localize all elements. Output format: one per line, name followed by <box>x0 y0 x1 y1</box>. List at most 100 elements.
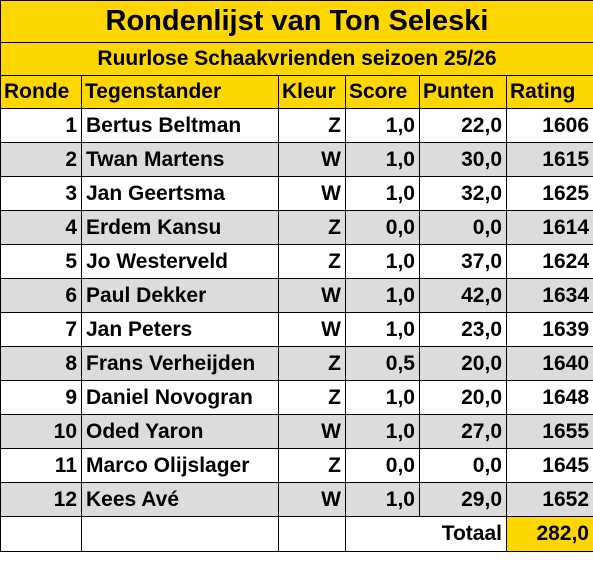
table-row: 7 Jan Peters W 1,0 23,0 1639 <box>0 312 593 347</box>
cell-score: 1,0 <box>345 176 420 211</box>
table-row: 4 Erdem Kansu Z 0,0 0,0 1614 <box>0 210 593 245</box>
cell-ronde: 11 <box>0 448 82 483</box>
cell-ronde: 10 <box>0 414 82 449</box>
cell-tegenstander: Jo Westerveld <box>81 244 279 279</box>
cell-ronde: 6 <box>0 278 82 313</box>
cell-kleur: W <box>278 482 346 517</box>
cell-tegenstander: Paul Dekker <box>81 278 279 313</box>
cell-kleur: Z <box>278 448 346 483</box>
table-row: 9 Daniel Novogran Z 1,0 20,0 1648 <box>0 380 593 415</box>
table-body: 1 Bertus Beltman Z 1,0 22,0 1606 2 Twan Martens… <box>0 108 593 517</box>
cell-punten: 20,0 <box>419 346 507 381</box>
cell-tegenstander: Jan Peters <box>81 312 279 347</box>
cell-score: 1,0 <box>345 482 420 517</box>
total-row: Totaal 282,0 <box>0 516 593 552</box>
page-subtitle: Ruurlose Schaakvrienden seizoen 25/26 <box>0 42 593 76</box>
table-row: 6 Paul Dekker W 1,0 42,0 1634 <box>0 278 593 313</box>
cell-score: 0,0 <box>345 448 420 483</box>
table-row: 12 Kees Avé W 1,0 29,0 1652 <box>0 482 593 517</box>
cell-punten: 32,0 <box>419 176 507 211</box>
cell-punten: 30,0 <box>419 142 507 177</box>
cell-rating: 1645 <box>506 448 593 483</box>
cell-tegenstander: Kees Avé <box>81 482 279 517</box>
table-row: 5 Jo Westerveld Z 1,0 37,0 1624 <box>0 244 593 279</box>
cell-rating: 1640 <box>506 346 593 381</box>
table-row: 1 Bertus Beltman Z 1,0 22,0 1606 <box>0 108 593 143</box>
cell-kleur: W <box>278 312 346 347</box>
cell-ronde: 1 <box>0 108 82 143</box>
cell-score: 1,0 <box>345 414 420 449</box>
total-blank-cell <box>0 516 82 552</box>
cell-rating: 1634 <box>506 278 593 313</box>
cell-ronde: 8 <box>0 346 82 381</box>
cell-kleur: Z <box>278 108 346 143</box>
cell-punten: 27,0 <box>419 414 507 449</box>
cell-rating: 1614 <box>506 210 593 245</box>
cell-score: 1,0 <box>345 244 420 279</box>
column-header-kleur: Kleur <box>278 75 346 109</box>
cell-score: 1,0 <box>345 380 420 415</box>
cell-ronde: 7 <box>0 312 82 347</box>
cell-punten: 42,0 <box>419 278 507 313</box>
cell-punten: 0,0 <box>419 210 507 245</box>
page-title: Rondenlijst van Ton Seleski <box>0 0 593 43</box>
cell-kleur: W <box>278 142 346 177</box>
rondenlijst-table: Rondenlijst van Ton Seleski Ruurlose Sch… <box>0 0 593 552</box>
cell-score: 0,0 <box>345 210 420 245</box>
cell-score: 1,0 <box>345 108 420 143</box>
cell-ronde: 2 <box>0 142 82 177</box>
cell-kleur: Z <box>278 346 346 381</box>
cell-rating: 1639 <box>506 312 593 347</box>
cell-score: 1,0 <box>345 312 420 347</box>
cell-kleur: Z <box>278 210 346 245</box>
total-label: Totaal <box>345 516 507 552</box>
cell-ronde: 12 <box>0 482 82 517</box>
cell-rating: 1615 <box>506 142 593 177</box>
cell-tegenstander: Twan Martens <box>81 142 279 177</box>
table-header-row: Ronde Tegenstander Kleur Score Punten Ra… <box>0 75 593 109</box>
column-header-rating: Rating <box>506 75 593 109</box>
table-row: 3 Jan Geertsma W 1,0 32,0 1625 <box>0 176 593 211</box>
cell-punten: 23,0 <box>419 312 507 347</box>
column-header-score: Score <box>345 75 420 109</box>
table-row: 8 Frans Verheijden Z 0,5 20,0 1640 <box>0 346 593 381</box>
cell-rating: 1624 <box>506 244 593 279</box>
cell-ronde: 3 <box>0 176 82 211</box>
cell-score: 0,5 <box>345 346 420 381</box>
column-header-punten: Punten <box>419 75 507 109</box>
cell-score: 1,0 <box>345 142 420 177</box>
cell-tegenstander: Frans Verheijden <box>81 346 279 381</box>
cell-punten: 20,0 <box>419 380 507 415</box>
cell-rating: 1655 <box>506 414 593 449</box>
cell-ronde: 4 <box>0 210 82 245</box>
cell-punten: 37,0 <box>419 244 507 279</box>
table-row: 11 Marco Olijslager Z 0,0 0,0 1645 <box>0 448 593 483</box>
cell-tegenstander: Erdem Kansu <box>81 210 279 245</box>
cell-punten: 22,0 <box>419 108 507 143</box>
cell-kleur: W <box>278 176 346 211</box>
cell-kleur: W <box>278 414 346 449</box>
cell-punten: 0,0 <box>419 448 507 483</box>
cell-tegenstander: Bertus Beltman <box>81 108 279 143</box>
cell-tegenstander: Daniel Novogran <box>81 380 279 415</box>
cell-ronde: 5 <box>0 244 82 279</box>
column-header-ronde: Ronde <box>0 75 82 109</box>
total-blank-cell <box>278 516 346 552</box>
cell-kleur: W <box>278 278 346 313</box>
column-header-tegenstander: Tegenstander <box>81 75 279 109</box>
table-row: 10 Oded Yaron W 1,0 27,0 1655 <box>0 414 593 449</box>
cell-rating: 1606 <box>506 108 593 143</box>
cell-punten: 29,0 <box>419 482 507 517</box>
cell-rating: 1648 <box>506 380 593 415</box>
cell-kleur: Z <box>278 380 346 415</box>
cell-rating: 1625 <box>506 176 593 211</box>
cell-rating: 1652 <box>506 482 593 517</box>
cell-tegenstander: Jan Geertsma <box>81 176 279 211</box>
cell-score: 1,0 <box>345 278 420 313</box>
table-row: 2 Twan Martens W 1,0 30,0 1615 <box>0 142 593 177</box>
cell-kleur: Z <box>278 244 346 279</box>
total-blank-cell <box>81 516 279 552</box>
total-value: 282,0 <box>506 516 593 552</box>
cell-tegenstander: Marco Olijslager <box>81 448 279 483</box>
cell-ronde: 9 <box>0 380 82 415</box>
